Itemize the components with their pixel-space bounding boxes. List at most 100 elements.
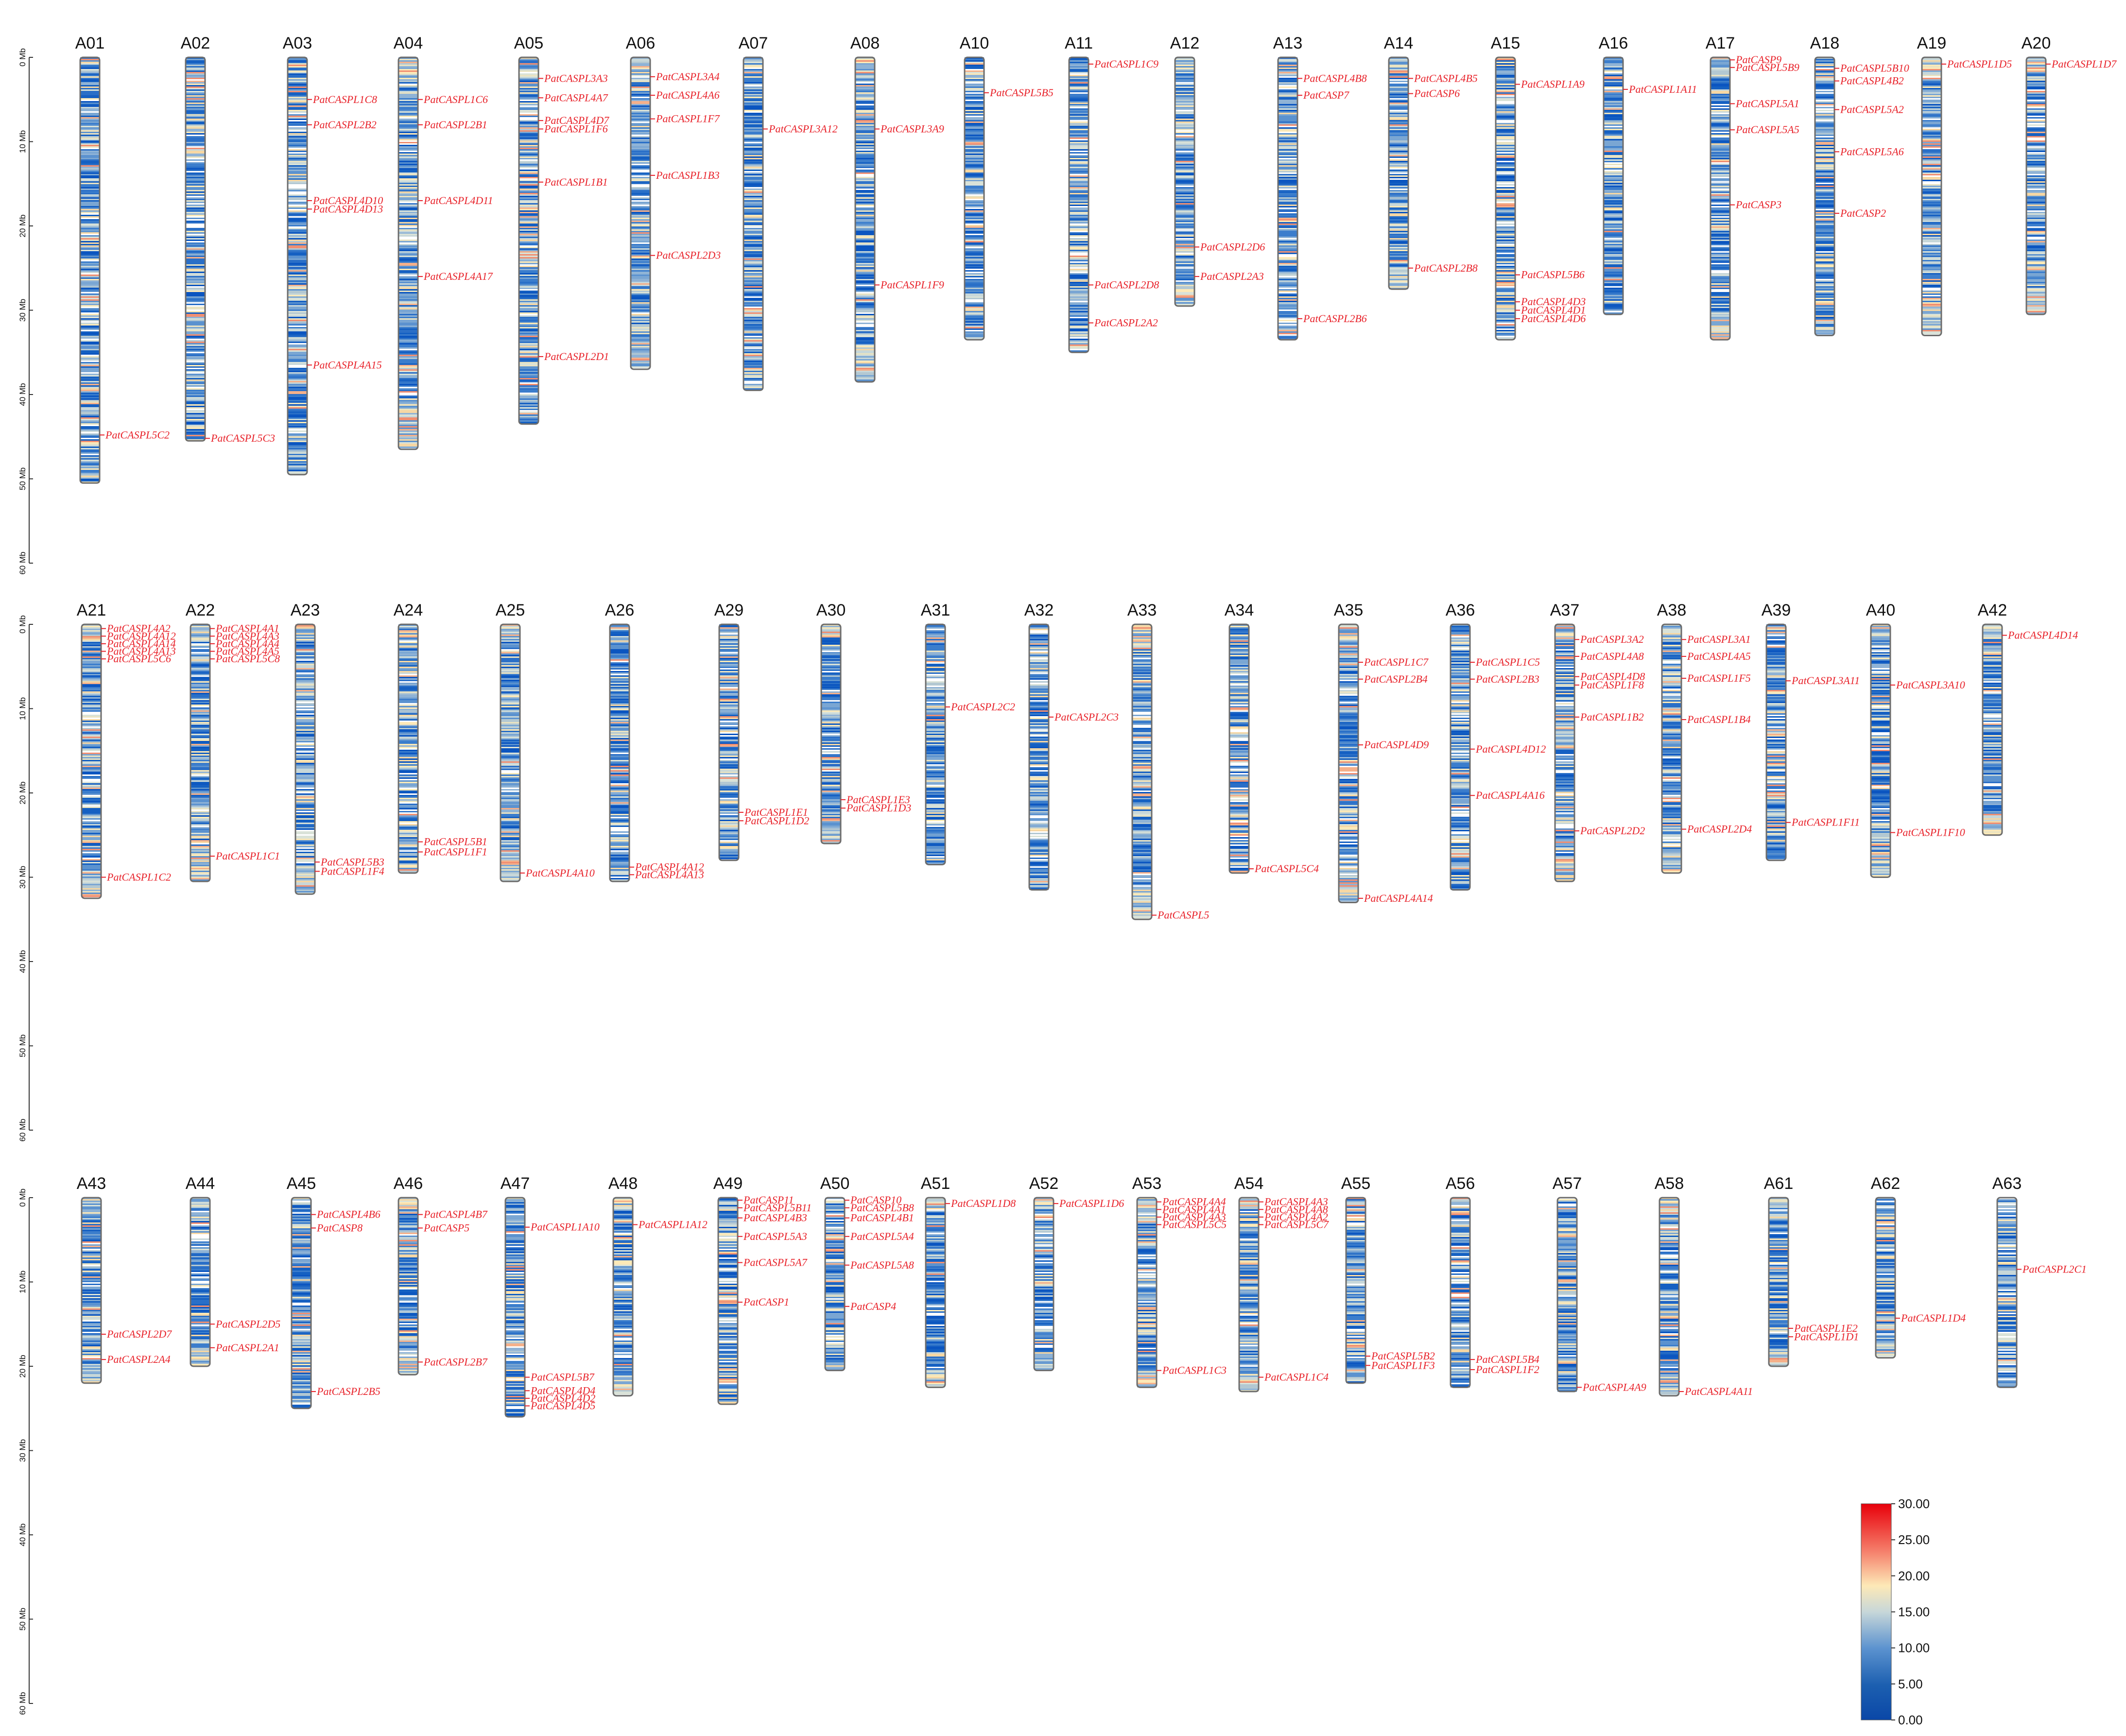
- density-stripe: [1389, 161, 1408, 163]
- density-stripe: [1711, 215, 1730, 217]
- density-stripe: [1389, 183, 1408, 185]
- density-stripe: [1175, 216, 1194, 218]
- density-stripe: [1604, 165, 1623, 167]
- density-stripe: [1604, 135, 1623, 137]
- density-stripe: [1604, 199, 1623, 201]
- density-stripe: [519, 344, 538, 346]
- density-stripe: [855, 346, 875, 348]
- density-stripe: [519, 205, 538, 206]
- density-stripe: [855, 356, 875, 358]
- density-stripe: [1069, 174, 1089, 176]
- density-stripe: [80, 76, 100, 78]
- density-stripe: [1604, 57, 1623, 59]
- density-stripe: [1175, 79, 1194, 81]
- density-stripe: [82, 686, 101, 688]
- gene-label: PatCASPL3A3: [544, 72, 608, 84]
- density-stripe: [1496, 154, 1515, 155]
- density-stripe: [80, 344, 100, 346]
- density-stripe: [398, 745, 418, 747]
- density-stripe: [288, 70, 307, 72]
- density-stripe: [1069, 172, 1089, 174]
- density-stripe: [398, 291, 418, 292]
- density-stripe: [1815, 126, 1834, 128]
- density-stripe: [1922, 164, 1941, 166]
- density-stripe: [743, 368, 763, 370]
- density-stripe: [1389, 133, 1408, 135]
- density-stripe: [1069, 119, 1089, 120]
- density-stripe: [1711, 250, 1730, 252]
- density-stripe: [1815, 127, 1834, 129]
- density-stripe: [80, 457, 100, 459]
- density-stripe: [965, 129, 984, 131]
- density-stripe: [190, 760, 210, 762]
- density-stripe: [398, 796, 418, 798]
- density-stripe: [190, 629, 210, 631]
- density-stripe: [80, 142, 100, 144]
- density-stripe: [82, 894, 101, 896]
- density-stripe: [965, 333, 984, 335]
- density-stripe: [288, 117, 307, 119]
- density-stripe: [1069, 328, 1089, 330]
- density-stripe: [82, 811, 101, 813]
- density-stripe: [80, 251, 100, 253]
- density-stripe: [398, 190, 418, 192]
- density-stripe: [295, 827, 315, 829]
- density-stripe: [1069, 135, 1089, 137]
- density-stripe: [631, 168, 650, 170]
- density-stripe: [1175, 240, 1194, 241]
- density-stripe: [398, 404, 418, 406]
- density-stripe: [190, 811, 210, 813]
- density-stripe: [1175, 76, 1194, 78]
- density-stripe: [631, 301, 650, 303]
- density-stripe: [965, 113, 984, 115]
- density-stripe: [855, 315, 875, 317]
- density-stripe: [743, 57, 763, 59]
- density-stripe: [855, 98, 875, 100]
- density-stripe: [1069, 100, 1089, 102]
- density-stripe: [398, 172, 418, 174]
- density-stripe: [855, 339, 875, 341]
- density-stripe: [1389, 187, 1408, 189]
- density-stripe: [190, 649, 210, 651]
- density-stripe: [519, 347, 538, 349]
- density-stripe: [82, 863, 101, 865]
- density-stripe: [1815, 154, 1834, 155]
- density-stripe: [1711, 124, 1730, 126]
- density-stripe: [398, 186, 418, 188]
- density-stripe: [1711, 285, 1730, 287]
- density-stripe: [2026, 108, 2046, 110]
- density-stripe: [1922, 126, 1941, 128]
- density-stripe: [288, 442, 307, 444]
- density-stripe: [965, 142, 984, 144]
- density-stripe: [519, 194, 538, 196]
- density-stripe: [1496, 280, 1515, 282]
- density-stripe: [855, 330, 875, 332]
- density-stripe: [80, 382, 100, 384]
- density-stripe: [2026, 253, 2046, 255]
- density-stripe: [1815, 183, 1834, 185]
- axis-tick-label: 60 Mb: [18, 1118, 27, 1141]
- density-stripe: [398, 758, 418, 760]
- density-stripe: [1922, 279, 1941, 281]
- density-stripe: [186, 129, 205, 131]
- density-stripe: [80, 238, 100, 240]
- density-stripe: [1278, 215, 1297, 217]
- chromosome-name: A15: [1491, 34, 1521, 52]
- density-stripe: [631, 209, 650, 211]
- density-stripe: [1069, 190, 1089, 192]
- density-stripe: [1175, 301, 1194, 303]
- density-stripe: [398, 59, 418, 61]
- density-stripe: [855, 314, 875, 316]
- density-stripe: [1815, 323, 1834, 325]
- density-stripe: [80, 244, 100, 246]
- density-stripe: [1389, 142, 1408, 144]
- density-stripe: [631, 279, 650, 281]
- density-stripe: [190, 677, 210, 679]
- density-stripe: [398, 409, 418, 411]
- density-stripe: [1922, 165, 1941, 167]
- density-stripe: [743, 298, 763, 300]
- density-stripe: [288, 393, 307, 395]
- density-stripe: [1711, 263, 1730, 265]
- density-stripe: [398, 237, 418, 239]
